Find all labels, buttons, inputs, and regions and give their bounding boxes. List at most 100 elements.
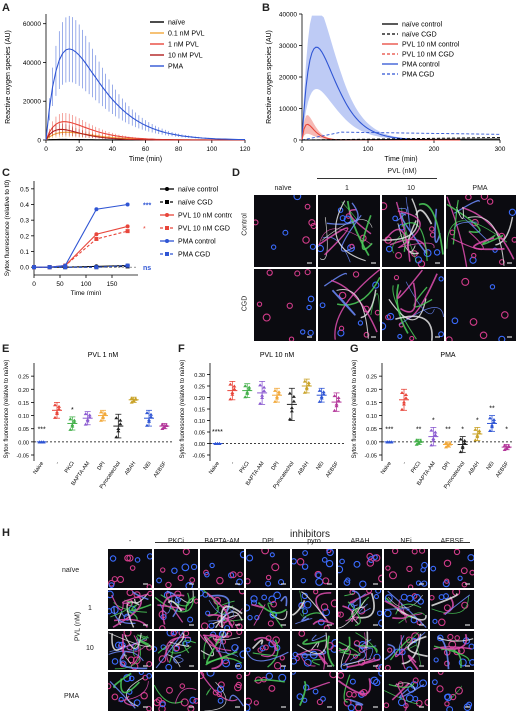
- micrograph-tile: [200, 549, 244, 588]
- h-row-label-naive: naïve: [62, 567, 80, 574]
- net-fiber: [311, 658, 321, 666]
- cell: [465, 195, 472, 201]
- net-fiber: [280, 595, 288, 607]
- cell: [222, 659, 231, 668]
- cell: [378, 574, 382, 583]
- net-fiber: [168, 641, 190, 647]
- cell: [343, 579, 351, 586]
- net-fiber: [446, 196, 468, 267]
- cell: [261, 549, 270, 555]
- micrograph-image: [254, 195, 316, 264]
- data-point: [448, 441, 452, 445]
- series-line: [34, 225, 128, 268]
- cell: [392, 215, 399, 222]
- cell: [308, 219, 316, 227]
- legend-label: 10 nM PVL: [168, 53, 203, 60]
- col-header-1: 1: [345, 185, 349, 192]
- x-tick-label: 150: [107, 281, 118, 288]
- cell: [443, 693, 451, 701]
- data-point: [133, 396, 138, 400]
- cell: [338, 611, 341, 617]
- net-fiber: [338, 636, 351, 653]
- cell: [309, 243, 316, 250]
- data-point: [502, 447, 507, 451]
- cell: [217, 697, 224, 704]
- net-fiber: [157, 644, 174, 663]
- cell: [343, 698, 352, 707]
- cell: [184, 636, 192, 644]
- cell: [338, 325, 345, 332]
- data-point: [147, 419, 151, 423]
- net-fiber: [155, 631, 184, 669]
- net-fiber: [112, 595, 142, 628]
- net-fiber: [433, 645, 470, 662]
- cell: [461, 277, 470, 286]
- micrograph-image: [256, 269, 315, 341]
- net-fiber: [439, 633, 468, 650]
- cell: [415, 580, 422, 586]
- data-point: [289, 406, 294, 410]
- data-point: [228, 397, 233, 401]
- x-axis-label: Time (min): [384, 156, 417, 163]
- data-point: [57, 404, 61, 408]
- net-fiber: [434, 208, 441, 243]
- cell: [373, 593, 380, 600]
- cell: [444, 701, 450, 707]
- cell: [429, 226, 435, 232]
- cell: [128, 675, 135, 682]
- net-fiber: [213, 637, 241, 641]
- legend-label: PVL 10 nM CGD: [402, 52, 454, 59]
- cell: [250, 595, 258, 603]
- panel-label-d: D: [232, 167, 240, 179]
- net-fiber: [260, 643, 277, 658]
- x-tick-label: 100: [206, 146, 217, 153]
- legend-label: PMA CGD: [402, 72, 434, 79]
- data-point: [332, 408, 337, 412]
- x-tick-label: 100: [363, 146, 374, 153]
- data-point: [145, 423, 149, 427]
- data-point: [99, 410, 103, 414]
- data-point: [57, 407, 61, 411]
- category-label: ABAH: [124, 461, 138, 477]
- legend-label: PVL 10 nM CGD: [178, 226, 230, 233]
- micrograph-tile: [318, 269, 380, 341]
- cell: [277, 579, 285, 586]
- cell: [204, 571, 210, 578]
- cell: [300, 329, 306, 335]
- cell: [319, 302, 326, 309]
- cell: [189, 696, 197, 704]
- y-tick-label: 0.00: [366, 440, 377, 446]
- data-point: [63, 265, 68, 270]
- net-fiber: [167, 600, 183, 612]
- cell: [159, 625, 166, 629]
- category-label: AEBSF: [153, 460, 169, 479]
- h-col-header: BAPTA-AM: [204, 538, 240, 545]
- net-fiber: [398, 631, 426, 651]
- cell: [444, 660, 450, 667]
- net-fiber: [136, 638, 152, 648]
- data-point: [247, 385, 252, 389]
- net-fiber: [166, 590, 180, 618]
- cell: [166, 631, 175, 637]
- pvl-header: PVL (nM): [387, 168, 417, 175]
- cell: [412, 695, 419, 702]
- data-point: [147, 418, 151, 422]
- net-fiber: [132, 635, 149, 657]
- cell: [480, 195, 489, 200]
- cell: [236, 578, 243, 586]
- cell: [375, 664, 381, 670]
- net-fiber: [343, 674, 351, 703]
- cell: [458, 658, 467, 667]
- micrograph-image: [154, 590, 198, 629]
- sig-stars: *: [476, 417, 479, 424]
- x-tick-label: 0: [300, 146, 304, 153]
- y-tick-label: 0.10: [366, 414, 377, 420]
- micrograph-image: [431, 672, 473, 711]
- micrograph-image: [292, 590, 336, 629]
- net-fiber: [124, 632, 142, 649]
- cell: [190, 563, 198, 571]
- micrograph-image: [154, 631, 197, 670]
- y-tick-label: 0.0: [20, 265, 29, 272]
- cell: [469, 318, 478, 326]
- x-axis-label: Time (min): [71, 290, 102, 295]
